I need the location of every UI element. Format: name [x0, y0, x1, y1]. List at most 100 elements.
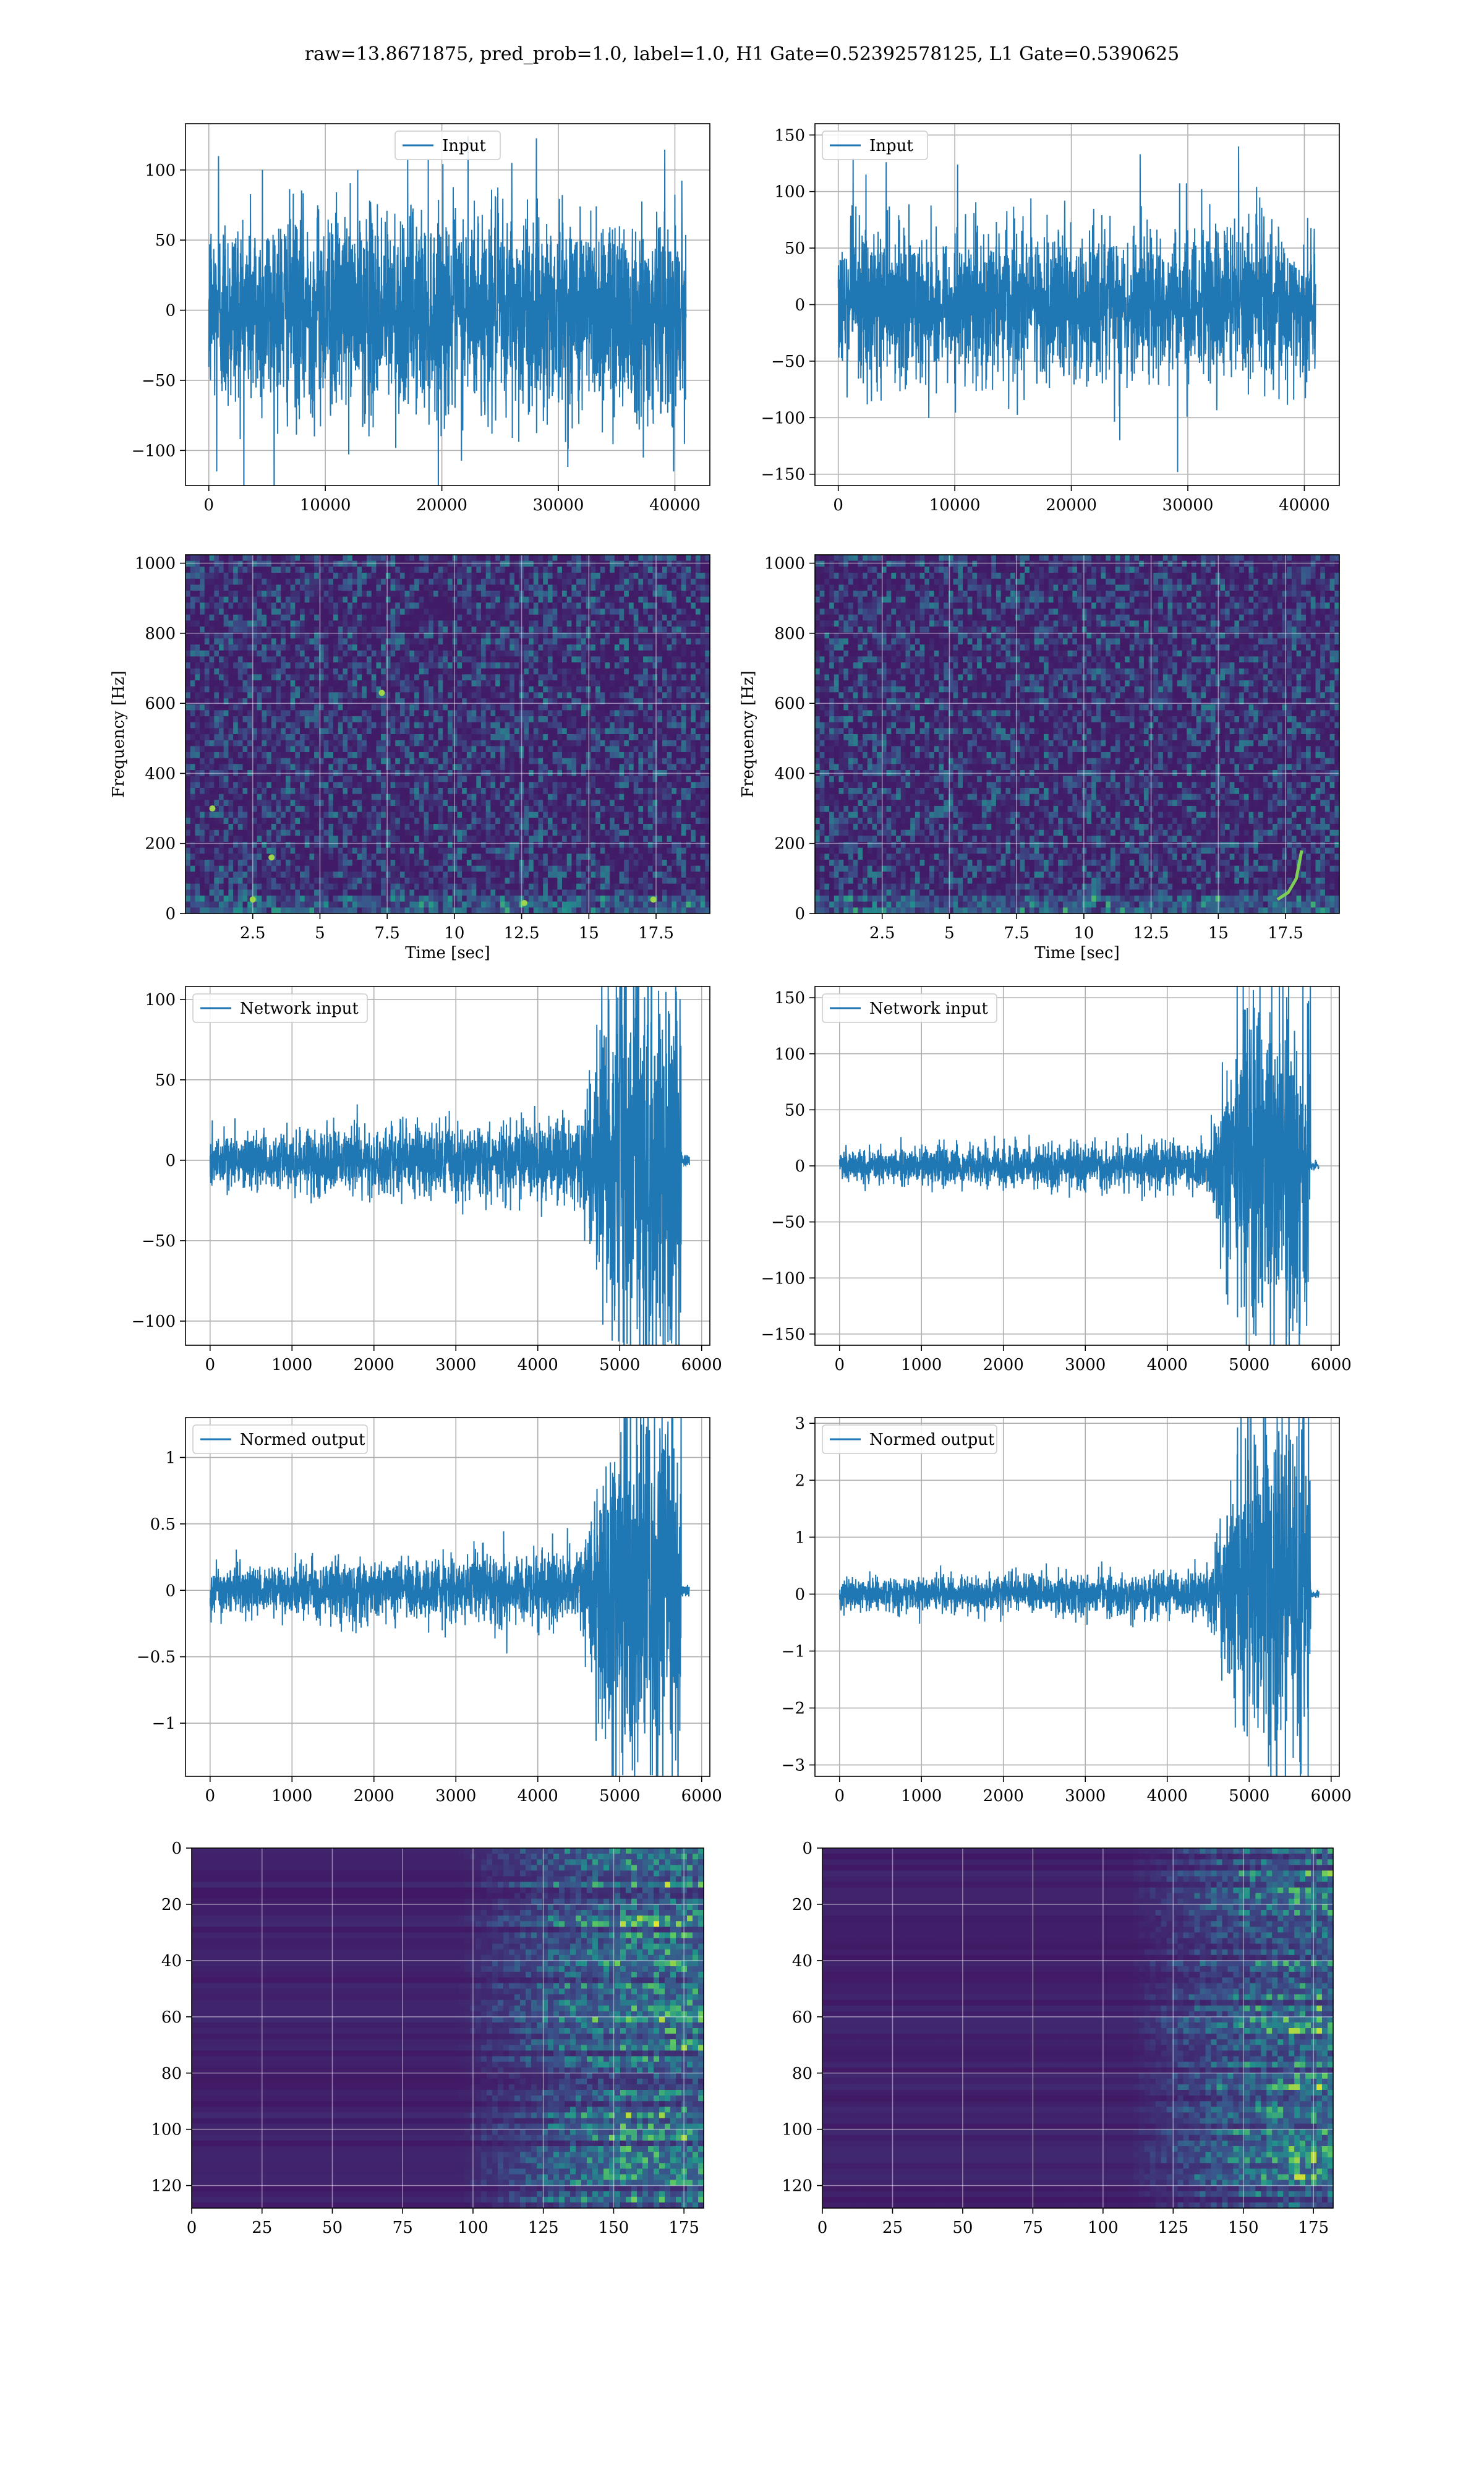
axes-frame [185, 1417, 710, 1777]
series-line [838, 1418, 1320, 1776]
y-tick-label: 20 [161, 1896, 182, 1914]
x-tick-label: 5000 [599, 1787, 640, 1805]
x-tick-label: 150 [599, 2219, 629, 2237]
y-tick-label: −100 [761, 1269, 805, 1288]
x-tick-label: 6000 [1311, 1787, 1352, 1805]
x-tick-label: 175 [1298, 2219, 1329, 2237]
y-tick-label: 200 [145, 835, 176, 854]
x-tick-label: 5000 [1229, 1787, 1269, 1805]
heatmap-cells [815, 555, 1340, 914]
y-axis-label: Frequency [Hz] [109, 670, 128, 798]
y-tick-label: −100 [132, 442, 176, 460]
x-tick-label: 2000 [983, 1356, 1024, 1374]
x-tick-label: 125 [1158, 2219, 1188, 2237]
y-tick-label: 100 [145, 991, 176, 1009]
y-tick-label: 0 [795, 296, 805, 315]
y-tick-label: 40 [161, 1952, 182, 1971]
hotspot [249, 896, 256, 903]
panel-l1-input: 0 10000 20000 30000 40000 −150 −100 −50 0 50 100 15… [761, 123, 1340, 515]
x-tick-label: 100 [458, 2219, 488, 2237]
y-tick-label: 40 [792, 1952, 812, 1971]
legend-box [394, 131, 501, 160]
legend: Network input [822, 993, 997, 1023]
series-line [209, 1418, 690, 1776]
y-tick-label: 100 [774, 1045, 805, 1064]
legend-box [822, 993, 997, 1023]
axes-frame [814, 1417, 1340, 1777]
y-tick-label: −100 [761, 409, 805, 427]
x-tick-label: 100 [1088, 2219, 1119, 2237]
series-line [208, 136, 687, 486]
y-tick-label: −2 [782, 1700, 805, 1718]
y-tick-label: 150 [774, 126, 805, 145]
y-tick-label: 800 [774, 625, 805, 643]
y-tick-label: 120 [151, 2177, 182, 2196]
x-tick-label: 50 [322, 2219, 343, 2237]
y-tick-label: 0 [165, 905, 176, 923]
y-tick-label: 150 [774, 989, 805, 1008]
x-tick-label: 0 [187, 2219, 197, 2237]
x-axis-label: Time [sec] [1034, 944, 1120, 962]
x-tick-label: 30000 [1162, 496, 1214, 515]
y-tick-label: 200 [774, 835, 805, 854]
y-tick-label: −150 [761, 466, 805, 484]
y-tick-label: 100 [145, 161, 176, 180]
x-tick-label: 10000 [929, 496, 981, 515]
y-tick-label: 1 [165, 1449, 176, 1467]
x-tick-label: 4000 [518, 1356, 558, 1374]
y-tick-label: −1 [782, 1642, 805, 1661]
y-tick-label: 2 [795, 1471, 805, 1490]
y-tick-label: 120 [782, 2177, 812, 2196]
legend-label: Network input [240, 999, 359, 1018]
legend: Input [394, 131, 501, 160]
y-tick-label: 80 [792, 2065, 812, 2083]
series-line [209, 987, 690, 1345]
y-tick-label: 60 [161, 2008, 182, 2027]
x-tick-label: 1000 [901, 1787, 942, 1805]
legend-box [822, 131, 928, 160]
x-tick-label: 7.5 [374, 924, 399, 943]
x-tick-label: 5000 [1229, 1356, 1269, 1374]
legend-box [822, 1424, 997, 1454]
heatmap-cells [192, 1848, 704, 2209]
y-tick-label: 0 [795, 1157, 805, 1176]
y-tick-label: 3 [795, 1415, 805, 1433]
panel-h1-features: 0 25 50 75 100 125 150 175 0 20 40 60 80 100 120 [151, 1839, 704, 2237]
y-tick-label: 60 [792, 2008, 812, 2027]
y-axis-label: Frequency [Hz] [739, 670, 757, 798]
x-tick-label: 125 [528, 2219, 559, 2237]
x-tick-label: 6000 [1311, 1356, 1352, 1374]
y-tick-label: 0.5 [150, 1515, 176, 1534]
y-tick-label: −0.5 [137, 1648, 176, 1667]
axes-frame [822, 1847, 1334, 2209]
x-tick-label: 30000 [533, 496, 584, 515]
x-tick-label: 0 [203, 496, 214, 515]
heatmap-cells [822, 1848, 1334, 2209]
y-tick-label: −100 [132, 1312, 176, 1331]
x-tick-label: 12.5 [504, 924, 540, 943]
hotspot [650, 896, 657, 903]
legend-label: Input [869, 137, 913, 155]
x-tick-label: 3000 [435, 1787, 476, 1805]
legend-box [192, 1424, 368, 1454]
x-tick-label: 4000 [1147, 1787, 1188, 1805]
axes-frame [185, 123, 710, 486]
y-tick-label: 800 [145, 625, 176, 643]
legend: Network input [192, 993, 368, 1023]
panel-l1-features: 0 25 50 75 100 125 150 175 0 20 40 60 80 100 120 [782, 1839, 1334, 2237]
y-tick-label: −3 [782, 1757, 805, 1775]
x-tick-label: 12.5 [1133, 924, 1169, 943]
x-tick-label: 0 [834, 1787, 845, 1805]
x-tick-label: 10 [444, 924, 464, 943]
x-tick-label: 75 [393, 2219, 413, 2237]
x-tick-label: 40000 [1279, 496, 1330, 515]
y-tick-label: 0 [795, 1585, 805, 1604]
y-tick-label: 20 [792, 1896, 812, 1914]
chirp-track [1276, 850, 1303, 901]
y-tick-label: 100 [774, 183, 805, 202]
y-tick-label: 400 [774, 764, 805, 783]
y-tick-label: 50 [785, 1101, 805, 1119]
x-tick-label: 175 [668, 2219, 699, 2237]
y-tick-label: 1000 [135, 555, 176, 573]
